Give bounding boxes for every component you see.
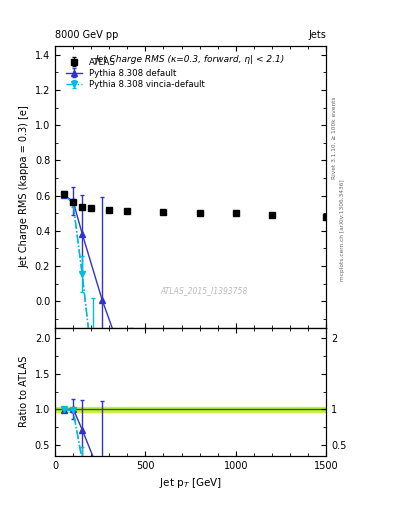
Text: ATLAS_2015_I1393758: ATLAS_2015_I1393758 [160, 287, 248, 295]
Y-axis label: Ratio to ATLAS: Ratio to ATLAS [19, 356, 29, 428]
Bar [55, 408, 326, 412]
Legend: ATLAS, Pythia 8.308 default, Pythia 8.308 vincia-default: ATLAS, Pythia 8.308 default, Pythia 8.30… [65, 56, 206, 91]
Text: mcplots.cern.ch [arXiv:1306.3436]: mcplots.cern.ch [arXiv:1306.3436] [340, 180, 345, 281]
Y-axis label: Jet Charge RMS (kappa = 0.3) [e]: Jet Charge RMS (kappa = 0.3) [e] [19, 105, 29, 268]
Text: 8000 GeV pp: 8000 GeV pp [55, 30, 118, 40]
X-axis label: Jet p$_{T}$ [GeV]: Jet p$_{T}$ [GeV] [159, 476, 222, 490]
Text: Rivet 3.1.10, ≥ 100k events: Rivet 3.1.10, ≥ 100k events [332, 97, 337, 180]
Text: Jets: Jets [309, 30, 326, 40]
Text: Jet Charge RMS (κ=0.3, forward, η| < 2.1): Jet Charge RMS (κ=0.3, forward, η| < 2.1… [96, 55, 285, 63]
